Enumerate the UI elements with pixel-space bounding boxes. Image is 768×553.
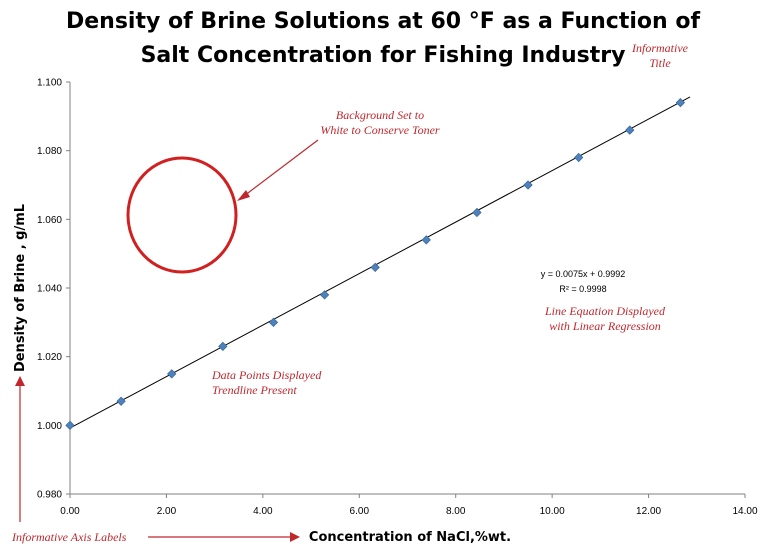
y-tick-label: 0.980 xyxy=(37,490,62,501)
data-point xyxy=(523,180,533,190)
trendline-equation: y = 0.0075x + 0.9992 xyxy=(541,269,626,279)
trendline xyxy=(69,96,691,429)
axis-note-right-arrowhead xyxy=(290,532,300,542)
data-point xyxy=(218,341,228,351)
axis-note-up-arrowhead xyxy=(15,376,25,386)
y-axis-title: Density of Brine , g/mL xyxy=(13,204,28,372)
annotation-title-note-line-2: Title xyxy=(649,56,671,70)
data-point xyxy=(675,97,686,108)
data-point xyxy=(421,235,431,245)
data-points xyxy=(65,97,686,430)
annotation-points-note-line-1: Data Points Displayed xyxy=(211,368,322,382)
y-tick-label: 1.080 xyxy=(37,146,62,157)
data-point xyxy=(625,125,635,135)
x-tick-label: 0.00 xyxy=(60,506,80,517)
data-point xyxy=(65,420,75,430)
y-tick-label: 1.000 xyxy=(37,421,62,432)
annotation-equation-note-line-1: Line Equation Displayed xyxy=(544,304,666,318)
x-tick-label: 14.00 xyxy=(732,506,757,517)
data-point xyxy=(574,152,584,163)
background-note-arrowhead xyxy=(237,190,250,201)
data-point xyxy=(370,262,380,273)
annotation-background-note-line-2: White to Conserve Toner xyxy=(320,123,440,137)
annotation-equation-note-line-2: with Linear Regression xyxy=(549,319,661,333)
background-note-arrow xyxy=(243,139,319,197)
x-tick-label: 12.00 xyxy=(636,506,661,517)
x-tick-label: 2.00 xyxy=(157,506,177,517)
chart-title-line-2: Salt Concentration for Fishing Industry xyxy=(141,43,626,68)
x-tick-label: 10.00 xyxy=(540,506,565,517)
data-point xyxy=(268,317,279,327)
annotation-axis-note: Informative Axis Labels xyxy=(11,530,127,544)
y-axis-ticks: 0.980 1.000 1.020 1.040 1.060 1.080 1.100 xyxy=(37,78,70,501)
y-tick-label: 1.020 xyxy=(37,352,62,363)
highlight-circle xyxy=(126,156,238,274)
y-tick-label: 1.100 xyxy=(37,78,62,89)
annotation-points-note-line-2: Trendline Present xyxy=(212,383,297,397)
annotation-background-note-line-1: Background Set to xyxy=(336,108,424,122)
data-point xyxy=(167,369,177,379)
x-axis-title: Concentration of NaCl,%wt. xyxy=(309,530,511,545)
data-point xyxy=(116,396,126,406)
chart-title-line-1: Density of Brine Solutions at 60 °F as a… xyxy=(66,9,700,34)
x-tick-label: 8.00 xyxy=(446,506,466,517)
data-point xyxy=(319,290,330,300)
trendline-r-squared: R² = 0.9998 xyxy=(559,284,606,294)
y-tick-label: 1.060 xyxy=(37,215,62,226)
x-tick-label: 6.00 xyxy=(350,506,370,517)
y-tick-label: 1.040 xyxy=(37,284,62,295)
x-axis-ticks: 0.00 2.00 4.00 6.00 8.00 10.00 12.00 14.00 xyxy=(60,494,758,517)
annotation-title-note-line-1: Informative xyxy=(631,41,689,55)
data-point xyxy=(472,207,482,218)
x-tick-label: 4.00 xyxy=(253,506,273,517)
